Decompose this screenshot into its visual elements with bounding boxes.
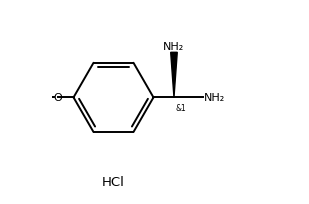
Text: NH₂: NH₂ [204, 93, 225, 103]
Text: NH₂: NH₂ [163, 42, 184, 52]
Polygon shape [171, 53, 177, 98]
Text: &1: &1 [175, 103, 186, 112]
Text: HCl: HCl [102, 175, 125, 188]
Text: O: O [54, 93, 62, 103]
